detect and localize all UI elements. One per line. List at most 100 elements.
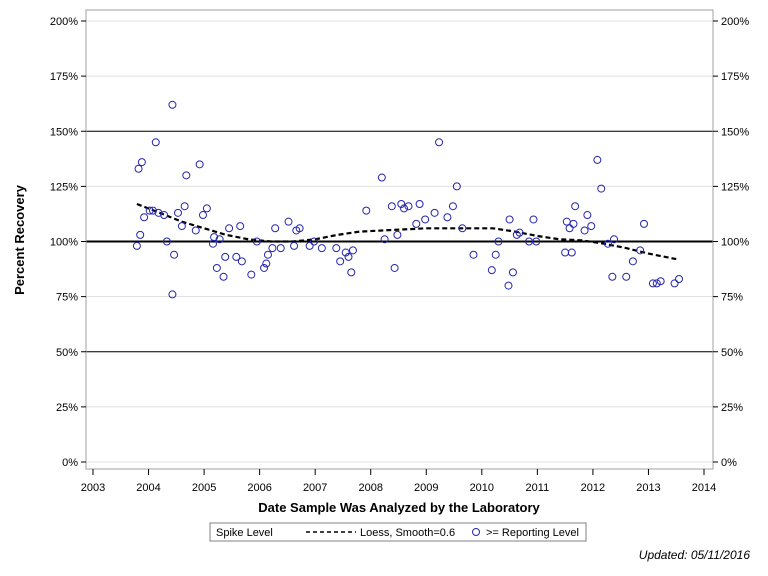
data-point bbox=[532, 237, 541, 246]
legend-title: Spike Level bbox=[216, 527, 273, 539]
points-layer bbox=[132, 100, 684, 299]
y-tick-label: 75% bbox=[56, 292, 78, 304]
x-tick-label: 2003 bbox=[81, 482, 105, 494]
data-point bbox=[670, 279, 679, 288]
data-point bbox=[225, 224, 234, 233]
data-point bbox=[377, 173, 386, 182]
data-point bbox=[290, 241, 299, 250]
x-tick-label: 2009 bbox=[414, 482, 438, 494]
data-point bbox=[587, 222, 596, 231]
data-point bbox=[561, 248, 570, 257]
data-point bbox=[636, 246, 645, 255]
y-axis-title: Percent Recovery bbox=[12, 184, 27, 295]
data-point bbox=[160, 211, 169, 220]
y-tick-label: 125% bbox=[50, 181, 78, 193]
x-tick-label: 2010 bbox=[470, 482, 494, 494]
data-point bbox=[529, 215, 538, 224]
legend: Spike Level Loess, Smooth=0.6 >= Reporti… bbox=[209, 522, 587, 542]
y-tick-label: 25% bbox=[56, 402, 78, 414]
data-point bbox=[341, 248, 350, 257]
y-tick-label: 150% bbox=[50, 126, 78, 138]
data-point bbox=[221, 252, 230, 261]
data-point bbox=[284, 217, 293, 226]
data-point bbox=[195, 160, 204, 169]
data-point bbox=[571, 202, 580, 211]
data-point bbox=[168, 100, 177, 109]
data-point bbox=[597, 184, 606, 193]
data-point bbox=[648, 279, 657, 288]
data-point bbox=[494, 237, 503, 246]
axes: 0% 0% 25% 25% 50% 50% 75% 75% 100% 100% 125% 125% 15… bbox=[50, 16, 749, 494]
loess-line bbox=[136, 202, 677, 261]
data-point bbox=[219, 272, 228, 281]
data-point bbox=[652, 279, 661, 288]
x-tick-label: 2011 bbox=[526, 482, 550, 494]
data-point bbox=[504, 281, 513, 290]
data-point bbox=[145, 206, 154, 215]
data-point bbox=[263, 250, 272, 259]
data-point bbox=[137, 158, 146, 167]
y-tick-label: 175% bbox=[50, 71, 78, 83]
data-point bbox=[362, 206, 371, 215]
legend-box bbox=[209, 522, 587, 542]
data-point bbox=[675, 274, 684, 283]
data-point bbox=[177, 222, 186, 231]
data-point bbox=[191, 226, 200, 235]
x-tick-label: 2008 bbox=[358, 482, 382, 494]
reference-lines bbox=[86, 130, 713, 353]
data-point bbox=[593, 155, 602, 164]
data-point bbox=[640, 219, 649, 228]
data-point bbox=[170, 250, 179, 259]
y2-tick-label: 50% bbox=[721, 347, 743, 359]
data-point bbox=[421, 215, 430, 224]
y2-tick-label: 25% bbox=[721, 402, 743, 414]
data-point bbox=[435, 138, 444, 147]
data-point bbox=[562, 217, 571, 226]
data-point bbox=[583, 211, 592, 220]
data-point bbox=[567, 248, 576, 257]
x-tick-label: 2005 bbox=[192, 482, 216, 494]
x-tick-label: 2014 bbox=[692, 482, 716, 494]
y-tick-label: 50% bbox=[56, 347, 78, 359]
x-tick-label: 2007 bbox=[303, 482, 327, 494]
y-tick-label: 0% bbox=[62, 457, 78, 469]
data-point bbox=[173, 208, 182, 217]
data-point bbox=[452, 182, 461, 191]
data-point bbox=[262, 259, 271, 268]
data-point bbox=[505, 215, 514, 224]
data-point bbox=[491, 250, 500, 259]
data-point bbox=[512, 230, 521, 239]
data-point bbox=[448, 202, 457, 211]
data-point bbox=[237, 257, 246, 266]
data-point bbox=[180, 202, 189, 211]
y-tick-label: 100% bbox=[50, 237, 78, 249]
y2-tick-label: 125% bbox=[721, 181, 749, 193]
data-point bbox=[140, 213, 149, 222]
data-point bbox=[212, 263, 221, 272]
y2-tick-label: 175% bbox=[721, 71, 749, 83]
data-point bbox=[508, 268, 517, 277]
data-point bbox=[344, 252, 353, 261]
data-point bbox=[232, 252, 241, 261]
data-point bbox=[347, 268, 356, 277]
data-point bbox=[458, 224, 467, 233]
y2-tick-label: 0% bbox=[721, 457, 737, 469]
data-point bbox=[202, 204, 211, 213]
legend-points-label: >= Reporting Level bbox=[486, 527, 579, 539]
x-tick-label: 2013 bbox=[636, 482, 660, 494]
data-point bbox=[271, 224, 280, 233]
data-point bbox=[412, 219, 421, 228]
data-point bbox=[168, 290, 177, 299]
plot-frame bbox=[85, 9, 714, 470]
data-point bbox=[469, 250, 478, 259]
data-point bbox=[215, 235, 224, 244]
data-point bbox=[136, 230, 145, 239]
data-point bbox=[260, 263, 269, 272]
y-tick-label: 200% bbox=[50, 16, 78, 28]
data-point bbox=[515, 228, 524, 237]
y2-tick-label: 150% bbox=[721, 126, 749, 138]
data-point bbox=[247, 270, 256, 279]
legend-loess-label: Loess, Smooth=0.6 bbox=[360, 527, 455, 539]
data-point bbox=[210, 233, 219, 242]
